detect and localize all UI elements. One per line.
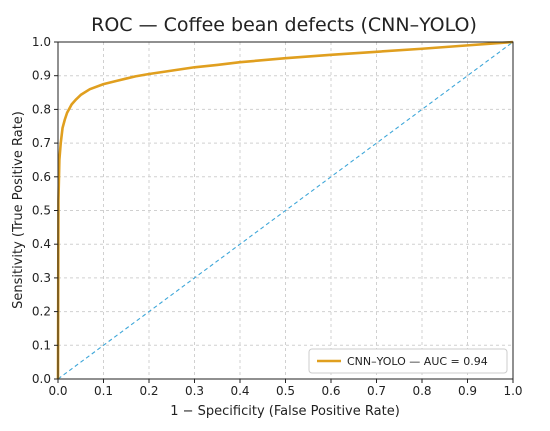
- series-layer: [56, 40, 514, 380]
- x-axis-label: 1 − Specificity (False Positive Rate): [170, 404, 400, 419]
- x-tick-label: 0.1: [94, 384, 113, 398]
- x-tick-label: 0.7: [367, 384, 386, 398]
- y-tick-label: 0.9: [32, 69, 51, 83]
- x-tick-label: 0.0: [48, 384, 67, 398]
- x-tick-label: 0.8: [412, 384, 431, 398]
- chance-diagonal-line: [57, 41, 514, 380]
- x-tick-label: 0.4: [230, 384, 249, 398]
- y-tick-label: 0.4: [32, 237, 51, 251]
- y-tick-label: 0.1: [32, 338, 51, 352]
- ticks: 0.0 0.1 0.2 0.3 0.4 0.5 0.6 0.7 0.8 0.9 1.0 0.0 0.1 0…: [32, 35, 523, 398]
- x-tick-label: 0.3: [185, 384, 204, 398]
- y-tick-label: 0.0: [32, 372, 51, 386]
- y-tick-label: 1.0: [32, 35, 51, 49]
- y-tick-label: 0.7: [32, 136, 51, 150]
- y-tick-label: 0.6: [32, 170, 51, 184]
- chart-title: ROC — Coffee bean defects (CNN–YOLO): [91, 14, 477, 36]
- x-tick-label: 0.2: [139, 384, 158, 398]
- x-tick-label: 1.0: [503, 384, 522, 398]
- y-tick-label: 0.3: [32, 271, 51, 285]
- legend-entry-label: CNN–YOLO — AUC = 0.94: [347, 355, 488, 368]
- y-tick-label: 0.2: [32, 305, 51, 319]
- x-tick-label: 0.5: [276, 384, 295, 398]
- legend: CNN–YOLO — AUC = 0.94: [308, 348, 508, 374]
- legend-box: [308, 348, 508, 374]
- y-tick-label: 0.5: [32, 204, 51, 218]
- y-axis-label: Sensitivity (True Positive Rate): [11, 111, 26, 309]
- x-tick-label: 0.6: [321, 384, 340, 398]
- y-tick-label: 0.8: [32, 102, 51, 116]
- roc-curve-line: [56, 40, 514, 380]
- x-tick-label: 0.9: [458, 384, 477, 398]
